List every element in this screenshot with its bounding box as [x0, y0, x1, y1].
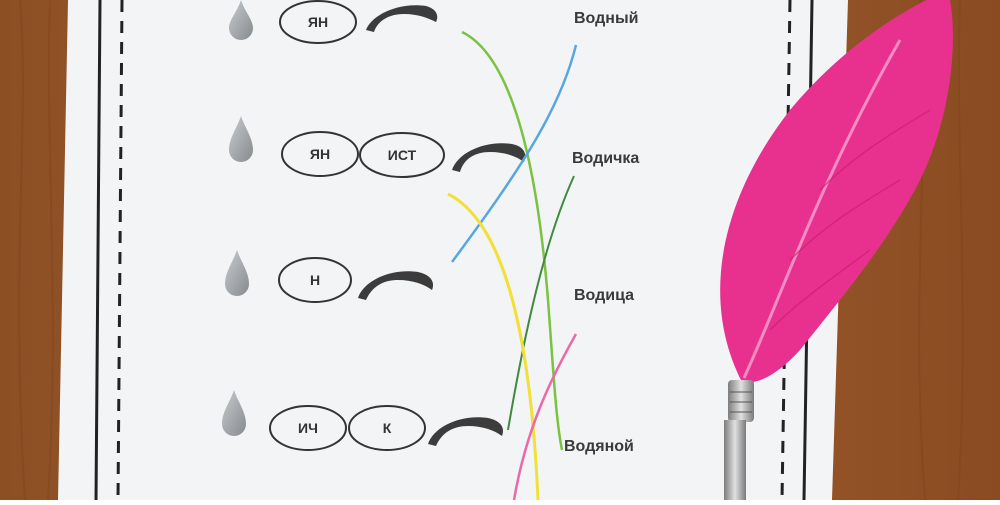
pencil-line-yellow	[447, 192, 540, 501]
word-label: Водный	[574, 10, 639, 27]
suffix-label: ИЧ	[298, 420, 318, 436]
suffix-oval	[348, 405, 426, 451]
quill-pen	[720, 0, 953, 500]
paper-sheet	[58, 0, 848, 500]
ending-arc-icon	[366, 5, 438, 32]
pencil-line-pink	[512, 333, 578, 501]
suffix-label: К	[382, 420, 392, 436]
water-drop-icon	[229, 116, 253, 162]
water-drop-icon	[222, 390, 246, 436]
suffix-oval	[281, 131, 359, 177]
suffix-oval	[359, 132, 445, 178]
suffix-oval	[269, 405, 347, 451]
ending-arc-icon	[428, 417, 504, 446]
suffix-oval	[278, 257, 352, 303]
pen-ferrule	[728, 380, 754, 422]
suffix-label: ЯН	[307, 14, 329, 30]
water-drop-icon	[225, 250, 249, 296]
word-label: Водица	[574, 287, 635, 304]
word-label: Водичка	[572, 150, 640, 167]
sheet-border-left-solid	[94, 0, 102, 501]
word-label: Водяной	[564, 438, 634, 455]
suffix-oval	[279, 0, 357, 44]
pencil-line-dark-green	[507, 175, 575, 431]
water-drop-icon	[229, 0, 253, 40]
ending-arc-icon	[358, 271, 434, 300]
pencil-line-green	[461, 30, 564, 451]
ending-arc-icon	[452, 143, 526, 172]
pen-shaft	[724, 420, 746, 500]
suffix-label: ЯН	[309, 146, 331, 162]
pencil-line-blue	[450, 44, 578, 263]
suffix-label: ИСТ	[387, 147, 417, 163]
suffix-label: Н	[309, 272, 321, 288]
